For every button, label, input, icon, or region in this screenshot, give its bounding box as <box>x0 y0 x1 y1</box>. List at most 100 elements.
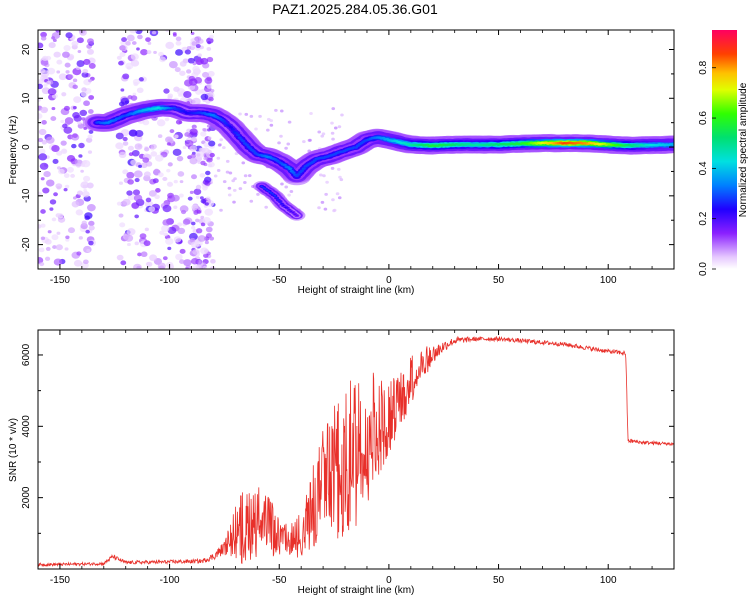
noise-dot <box>286 142 291 146</box>
noise-dot <box>51 217 57 222</box>
noise-dot <box>337 125 342 129</box>
noise-dot <box>279 134 283 138</box>
noise-dot <box>45 246 51 251</box>
noise-dot <box>216 156 221 160</box>
ridge-blob <box>275 196 278 199</box>
noise-dot <box>200 131 207 137</box>
noise-dot <box>66 154 76 162</box>
noise-dot <box>287 120 292 124</box>
noise-dot <box>200 160 206 166</box>
noise-dot <box>38 97 42 102</box>
noise-dot <box>187 196 193 201</box>
noise-dot <box>189 145 198 152</box>
noise-dot <box>266 128 270 132</box>
noise-dot <box>72 106 77 110</box>
noise-dot <box>330 121 334 125</box>
y-tick-label: 6000 <box>21 343 32 366</box>
ridge-blob <box>230 128 235 131</box>
noise-dot <box>175 119 182 125</box>
noise-dot <box>78 142 85 149</box>
noise-dot <box>317 130 321 134</box>
noise-dot <box>56 70 61 74</box>
figure-title: PAZ1.2025.284.05.36.G01 <box>272 1 438 17</box>
x-tick-label: -150 <box>50 575 70 586</box>
spectrogram-y-label: Frequency (Hz) <box>8 116 19 185</box>
noise-dot <box>126 190 133 196</box>
noise-dot <box>192 97 201 105</box>
noise-dot <box>173 179 178 184</box>
noise-dot <box>72 84 78 90</box>
noise-dot <box>65 238 70 242</box>
noise-dot <box>41 140 48 145</box>
noise-dot <box>182 218 191 225</box>
noise-dot <box>40 59 49 66</box>
noise-dot <box>128 129 138 137</box>
noise-dot <box>130 95 138 101</box>
noise-dot <box>52 245 57 249</box>
noise-dot <box>322 174 326 178</box>
noise-dot <box>121 37 127 43</box>
noise-dot <box>208 96 214 102</box>
noise-dot <box>38 247 45 253</box>
noise-dot <box>154 168 159 173</box>
noise-dot <box>131 202 140 209</box>
noise-dot <box>189 237 196 243</box>
noise-dot <box>238 112 242 116</box>
noise-dot <box>62 51 70 58</box>
noise-dot <box>143 171 151 178</box>
noise-dot <box>118 60 124 66</box>
noise-dot <box>153 50 157 54</box>
noise-dot <box>331 107 336 111</box>
noise-dot <box>47 88 57 96</box>
noise-dot <box>254 127 258 131</box>
spectrogram-ridge <box>82 98 674 221</box>
x-tick-label: -50 <box>272 575 287 586</box>
noise-dot <box>186 46 192 50</box>
noise-dot <box>184 49 192 55</box>
colorbar-tick-label: 0.4 <box>698 161 709 175</box>
noise-dot <box>241 161 246 165</box>
noise-dot <box>200 247 209 255</box>
noise-dot <box>130 53 139 61</box>
noise-dot <box>165 41 175 50</box>
noise-dot <box>73 71 79 75</box>
noise-dot <box>206 156 213 163</box>
noise-dot <box>133 170 143 178</box>
noise-dot <box>206 56 214 63</box>
noise-dot <box>232 200 236 204</box>
noise-dot <box>190 153 197 159</box>
x-tick-label: 0 <box>386 575 392 586</box>
noise-dot <box>60 148 68 155</box>
noise-dot <box>56 231 61 235</box>
ridge-blob <box>235 133 241 137</box>
noise-dot <box>195 184 202 190</box>
noise-dot <box>145 197 152 203</box>
noise-dot <box>213 174 218 178</box>
noise-dot <box>76 60 85 67</box>
noise-dot <box>249 114 254 118</box>
noise-dot <box>86 204 96 212</box>
noise-dot <box>324 192 328 196</box>
noise-dot <box>243 174 248 178</box>
noise-dot <box>167 162 173 167</box>
noise-dot <box>38 113 43 120</box>
noise-dot <box>200 215 205 219</box>
noise-dot <box>47 230 52 234</box>
noise-dot <box>63 126 73 134</box>
noise-dot <box>77 50 82 54</box>
noise-dot <box>164 117 170 122</box>
ridge-blob <box>289 210 293 213</box>
noise-dot <box>179 248 186 254</box>
noise-dot <box>71 143 77 149</box>
noise-dot <box>330 166 335 170</box>
ridge-blob <box>301 167 306 170</box>
noise-dot <box>192 249 200 255</box>
x-tick-label: 50 <box>493 275 505 286</box>
noise-dot <box>38 128 47 136</box>
noise-dot <box>191 136 198 142</box>
noise-dot <box>77 121 82 125</box>
ridge-blob <box>269 192 273 194</box>
noise-dot <box>165 237 174 245</box>
ridge-blob <box>278 201 282 203</box>
noise-dot <box>233 177 237 181</box>
